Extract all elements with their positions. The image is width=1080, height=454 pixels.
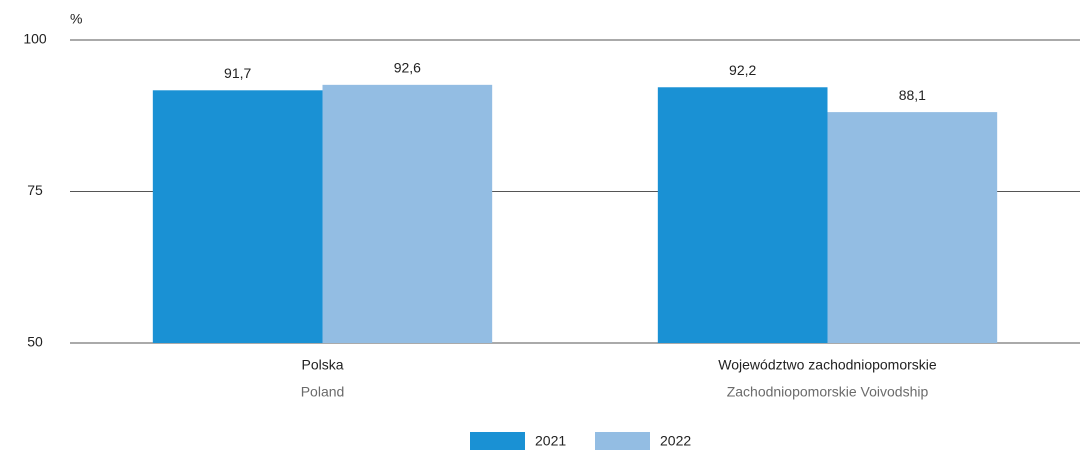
y-tick-label: 75 [27,182,43,198]
x-tick-label: Polska [301,357,343,373]
y-tick-label: 100 [23,31,47,47]
value-label: 92,6 [394,60,421,76]
legend-swatch [470,432,525,450]
legend-swatch [595,432,650,450]
x-tick-label-en: Poland [301,384,345,400]
bar [657,87,828,343]
value-label: 92,2 [729,62,756,78]
y-unit: % [70,11,82,27]
y-tick-label: 50 [27,334,43,350]
bar [322,84,493,344]
legend-label: 2022 [660,433,691,449]
bar [827,112,998,343]
value-label: 91,7 [224,65,251,81]
bar [152,90,323,343]
x-tick-label-en: Zachodniopomorskie Voivodship [727,384,929,400]
value-label: 88,1 [899,87,926,103]
legend-label: 2021 [535,433,566,449]
x-tick-label: Województwo zachodniopomorskie [718,357,937,373]
